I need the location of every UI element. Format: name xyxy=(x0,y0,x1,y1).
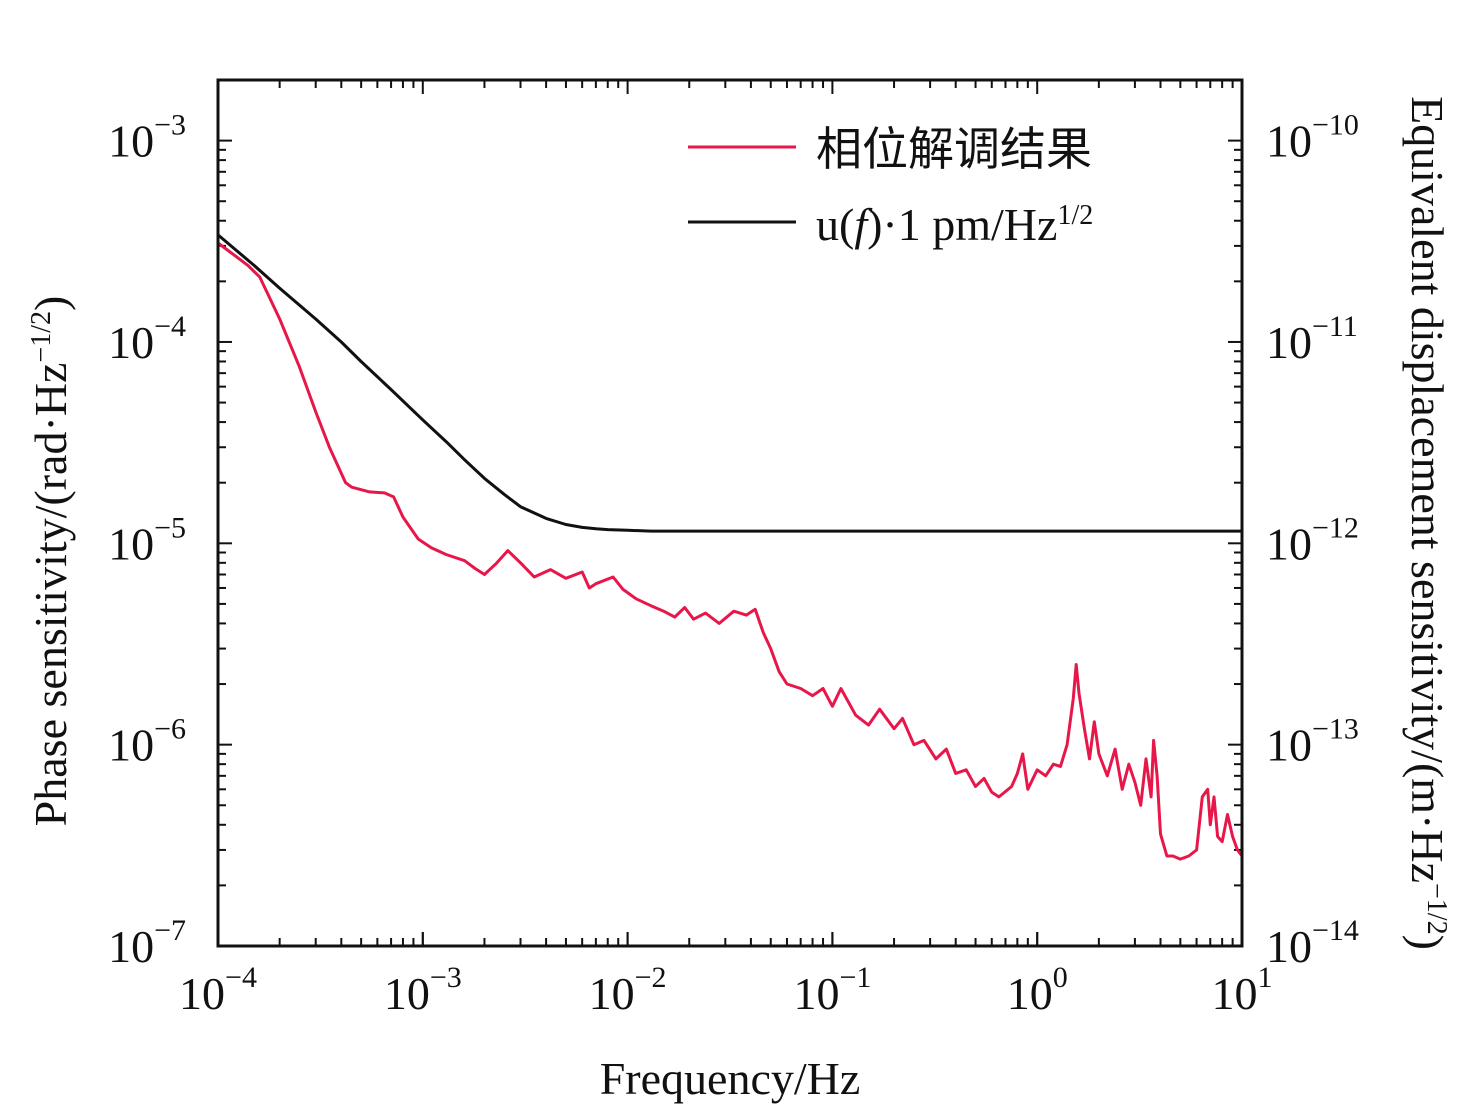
y-tick-label-exp: −3 xyxy=(154,109,186,142)
x-tick-label-exp: −4 xyxy=(225,961,257,994)
x-tick-label-base: 10 xyxy=(1007,968,1053,1019)
y2-axis-title-main: Equivalent displacement sensitivity/(m·H… xyxy=(1402,96,1453,883)
x-tick-label-base: 10 xyxy=(384,968,430,1019)
y-tick-label-base: 10 xyxy=(108,720,154,771)
y2-tick-label-exp: −14 xyxy=(1312,914,1359,947)
y2-tick-label: 10−13 xyxy=(1266,713,1359,771)
legend-label-phase: 相位解调结果 xyxy=(816,122,1092,176)
x-tick-label-exp: 0 xyxy=(1053,961,1068,994)
x-tick-label: 100 xyxy=(1007,961,1068,1019)
y-tick-label: 10−4 xyxy=(108,310,186,368)
x-tick-label-base: 10 xyxy=(1212,968,1258,1019)
y2-axis-title-exp: −1/2 xyxy=(1421,883,1452,935)
y2-tick-label: 10−10 xyxy=(1266,109,1359,167)
y2-tick-label: 10−14 xyxy=(1266,914,1359,972)
y-tick-label: 10−5 xyxy=(108,511,186,569)
y2-tick-label-exp: −12 xyxy=(1312,511,1359,544)
y-tick-label-exp: −4 xyxy=(154,310,186,343)
y-axis-title: Phase sensitivity/(rad·Hz−1/2) xyxy=(25,296,76,827)
y-tick-label-base: 10 xyxy=(108,921,154,972)
x-tick-label: 10−2 xyxy=(589,961,667,1019)
x-tick-label-base: 10 xyxy=(589,968,635,1019)
y2-tick-label-base: 10 xyxy=(1266,116,1312,167)
legend-label-uf-prefix: u( xyxy=(816,199,854,250)
legend-label-uf-mid: )·1 pm/Hz xyxy=(867,199,1057,250)
x-tick-label: 10−3 xyxy=(384,961,462,1019)
x-tick-label-exp: −1 xyxy=(839,961,871,994)
y-axis-title-end: ) xyxy=(25,296,76,311)
y-tick-label-base: 10 xyxy=(108,116,154,167)
x-tick-label-base: 10 xyxy=(793,968,839,1019)
y2-tick-label-base: 10 xyxy=(1266,720,1312,771)
y-tick-label-exp: −7 xyxy=(154,914,186,947)
y-tick-label: 10−7 xyxy=(108,914,186,972)
y-tick-label: 10−6 xyxy=(108,713,186,771)
y2-tick-label-exp: −10 xyxy=(1312,109,1359,142)
series-layer xyxy=(217,233,1244,861)
x-tick-label-exp: −3 xyxy=(430,961,462,994)
legend-label-uf: u(f)·1 pm/Hz1/2 xyxy=(816,199,1093,250)
y2-tick-label-exp: −11 xyxy=(1312,310,1358,343)
y2-axis-title: Equivalent displacement sensitivity/(m·H… xyxy=(1402,96,1453,950)
y-tick-label-exp: −5 xyxy=(154,511,186,544)
tick-labels: 10−4 10−3 10−2 10−1 100 10110−710−610−510−410… xyxy=(108,109,1359,1019)
plot-frame xyxy=(216,78,1244,948)
y-axis-title-main: Phase sensitivity/(rad·Hz xyxy=(25,363,76,827)
y2-axis-title-end: ) xyxy=(1402,935,1453,950)
x-tick-label-exp: −2 xyxy=(635,961,667,994)
y-tick-label-base: 10 xyxy=(108,518,154,569)
x-tick-label: 10−1 xyxy=(793,961,871,1019)
x-tick-label: 10−4 xyxy=(179,961,257,1019)
y2-tick-label-base: 10 xyxy=(1266,317,1312,368)
y-tick-label-exp: −6 xyxy=(154,713,186,746)
y-tick-label-base: 10 xyxy=(108,317,154,368)
legend-label-uf-exp: 1/2 xyxy=(1057,200,1093,231)
y-tick-label: 10−3 xyxy=(108,109,186,167)
x-tick-label: 101 xyxy=(1212,961,1273,1019)
series-phase-demodulation xyxy=(217,241,1244,861)
series-uf-reference xyxy=(217,233,1242,533)
y2-tick-label-exp: −13 xyxy=(1312,713,1359,746)
x-tick-label-exp: 1 xyxy=(1258,961,1273,994)
x-tick-label-base: 10 xyxy=(179,968,225,1019)
y2-tick-label-base: 10 xyxy=(1266,921,1312,972)
y2-tick-label: 10−11 xyxy=(1266,310,1358,368)
legend: 相位解调结果 u(f)·1 pm/Hz1/2 xyxy=(688,122,1093,250)
y-axis-title-exp: −1/2 xyxy=(26,311,57,363)
x-axis-title: Frequency/Hz xyxy=(600,1053,861,1104)
y2-tick-label-base: 10 xyxy=(1266,518,1312,569)
y2-tick-label: 10−12 xyxy=(1266,511,1359,569)
